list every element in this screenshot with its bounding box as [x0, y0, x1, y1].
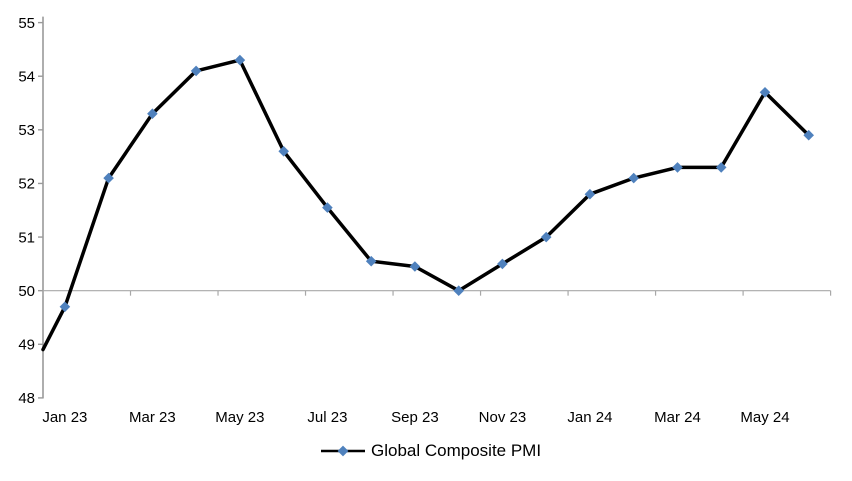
- y-axis-tick-label: 50: [18, 283, 35, 300]
- data-point-marker: [715, 162, 727, 173]
- data-point-marker: [409, 261, 421, 272]
- data-point-marker: [628, 172, 639, 184]
- chart-legend: Global Composite PMI: [320, 441, 541, 461]
- data-point-marker: [365, 255, 377, 267]
- data-point-marker: [234, 54, 246, 66]
- y-axis-tick-label: 49: [18, 336, 35, 353]
- x-axis-tick-label: Sep 23: [391, 409, 439, 426]
- legend-diamond-marker-icon: [337, 445, 349, 457]
- data-point-marker: [103, 172, 114, 184]
- data-point-marker: [497, 258, 508, 270]
- y-axis-tick-label: 51: [18, 229, 35, 246]
- data-point-marker: [278, 146, 289, 157]
- y-axis-tick-label: 53: [18, 122, 35, 139]
- y-axis-tick-label: 54: [18, 68, 35, 85]
- x-axis-tick-label: Jan 24: [567, 409, 612, 426]
- data-point-marker: [59, 301, 71, 313]
- x-axis-tick-label: Jan 23: [42, 409, 87, 426]
- x-axis-tick-label: Mar 24: [654, 409, 701, 426]
- data-point-marker: [453, 285, 464, 296]
- data-point-marker: [190, 65, 202, 77]
- y-axis-tick-label: 52: [18, 176, 35, 193]
- x-axis-tick-label: Mar 23: [129, 409, 176, 426]
- x-axis-tick-label: May 23: [215, 409, 264, 426]
- y-axis-tick-label: 48: [18, 390, 35, 407]
- legend-series-key-icon: [321, 445, 365, 457]
- pmi-line-chart: 48 49 50 51 52 53 54 55 Jan 23 Mar 23 May 23 Jul 23…: [18, 15, 832, 426]
- x-axis-tick-label: May 24: [740, 409, 789, 426]
- data-point-marker: [672, 162, 683, 173]
- data-point-marker: [759, 87, 771, 98]
- data-point-marker: [322, 202, 333, 213]
- data-point-marker: [584, 188, 596, 200]
- y-axis-tick-label: 55: [18, 15, 35, 32]
- data-point-marker: [803, 129, 814, 141]
- data-point-marker: [540, 231, 552, 243]
- legend-series-label: Global Composite PMI: [371, 441, 542, 460]
- x-axis-tick-label: Jul 23: [307, 409, 347, 426]
- x-axis-tick-label: Nov 23: [479, 409, 527, 426]
- data-point-marker: [147, 108, 158, 119]
- pmi-series-line: [41, 58, 811, 352]
